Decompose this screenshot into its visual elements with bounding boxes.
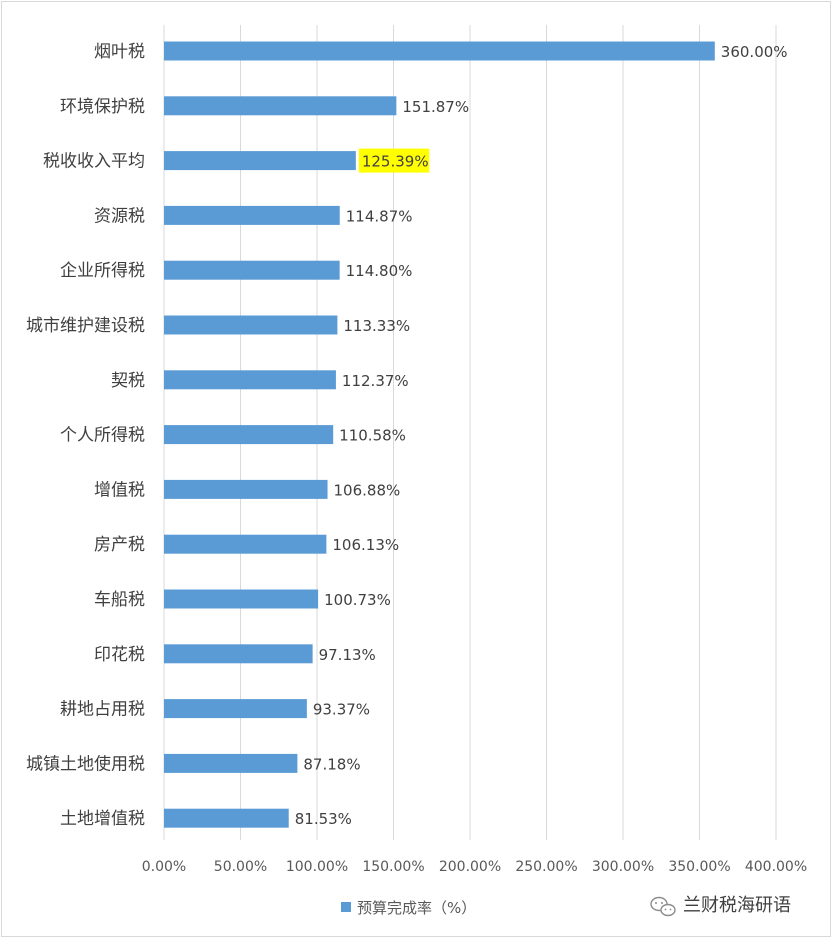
x-tick-label: 200.00%	[439, 859, 501, 875]
legend: 预算完成率（%）	[341, 899, 476, 917]
bar	[164, 370, 336, 390]
category-label: 烟叶税	[94, 42, 145, 62]
data-label: 100.73%	[324, 591, 391, 609]
category-label: 城市维护建设税	[26, 316, 145, 336]
bar	[164, 644, 313, 664]
bar	[164, 151, 356, 171]
category-label: 环境保护税	[60, 97, 145, 117]
category-label: 增值税	[94, 480, 145, 500]
category-label: 契税	[111, 371, 145, 391]
data-label: 112.37%	[342, 372, 409, 390]
data-label: 81.53%	[295, 810, 352, 828]
category-label: 印花税	[94, 645, 145, 665]
data-label: 114.87%	[346, 207, 413, 225]
category-label: 城镇土地使用税	[26, 753, 145, 774]
category-label: 房产税	[94, 535, 145, 555]
data-label: 106.13%	[332, 536, 399, 554]
category-label: 车船税	[94, 590, 145, 610]
x-tick-label: 50.00%	[214, 859, 267, 875]
data-labels: 360.00% 151.87% 125.39% 114.87% 114.80% 113.3…	[295, 43, 788, 828]
highlight-box	[358, 148, 430, 173]
x-tick-label: 300.00%	[592, 859, 654, 875]
x-tick-label: 350.00%	[668, 859, 730, 875]
category-label: 个人所得税	[60, 426, 145, 446]
watermark: 兰财税海研语	[650, 895, 791, 917]
data-label: 151.87%	[402, 98, 469, 116]
category-label: 税收收入平均	[43, 152, 145, 172]
x-tick-label: 250.00%	[515, 859, 577, 875]
legend-swatch	[341, 902, 351, 912]
x-tick-label: 150.00%	[362, 859, 424, 875]
watermark-text: 兰财税海研语	[683, 895, 791, 916]
legend-label: 预算完成率（%）	[357, 899, 476, 917]
data-label: 110.58%	[339, 427, 406, 445]
bar	[164, 260, 340, 280]
category-label: 耕地占用税	[60, 700, 145, 720]
x-tick-label: 100.00%	[286, 859, 348, 875]
bar	[164, 315, 338, 335]
bar	[164, 534, 327, 554]
category-labels: 烟叶税环境保护税税收收入平均资源税企业所得税城市维护建设税契税个人所得税增值税房…	[26, 42, 145, 829]
x-tick-label: 0.00%	[142, 859, 186, 875]
x-tick-label: 400.00%	[745, 859, 807, 875]
bar	[164, 589, 319, 609]
bar	[164, 41, 715, 61]
category-label: 资源税	[94, 206, 145, 226]
category-label: 土地增值税	[60, 809, 145, 829]
data-label: 114.80%	[346, 262, 413, 280]
bar	[164, 205, 340, 225]
bar	[164, 425, 334, 445]
category-label: 企业所得税	[60, 261, 145, 281]
bar	[164, 479, 328, 499]
bars	[164, 41, 715, 828]
bar	[164, 96, 397, 116]
data-label: 113.33%	[343, 317, 410, 335]
bar	[164, 699, 307, 719]
bar	[164, 753, 298, 773]
data-label: 97.13%	[319, 646, 376, 664]
data-label: 106.88%	[334, 481, 401, 499]
data-label: 87.18%	[303, 755, 360, 773]
data-label: 93.37%	[313, 701, 370, 719]
wechat-icon	[650, 896, 676, 917]
bar	[164, 808, 289, 828]
x-axis-ticks: 0.00% 50.00% 100.00% 150.00% 200.00% 250.00% 3…	[142, 859, 807, 875]
data-label: 125.39%	[362, 153, 429, 171]
data-label: 360.00%	[721, 43, 788, 61]
